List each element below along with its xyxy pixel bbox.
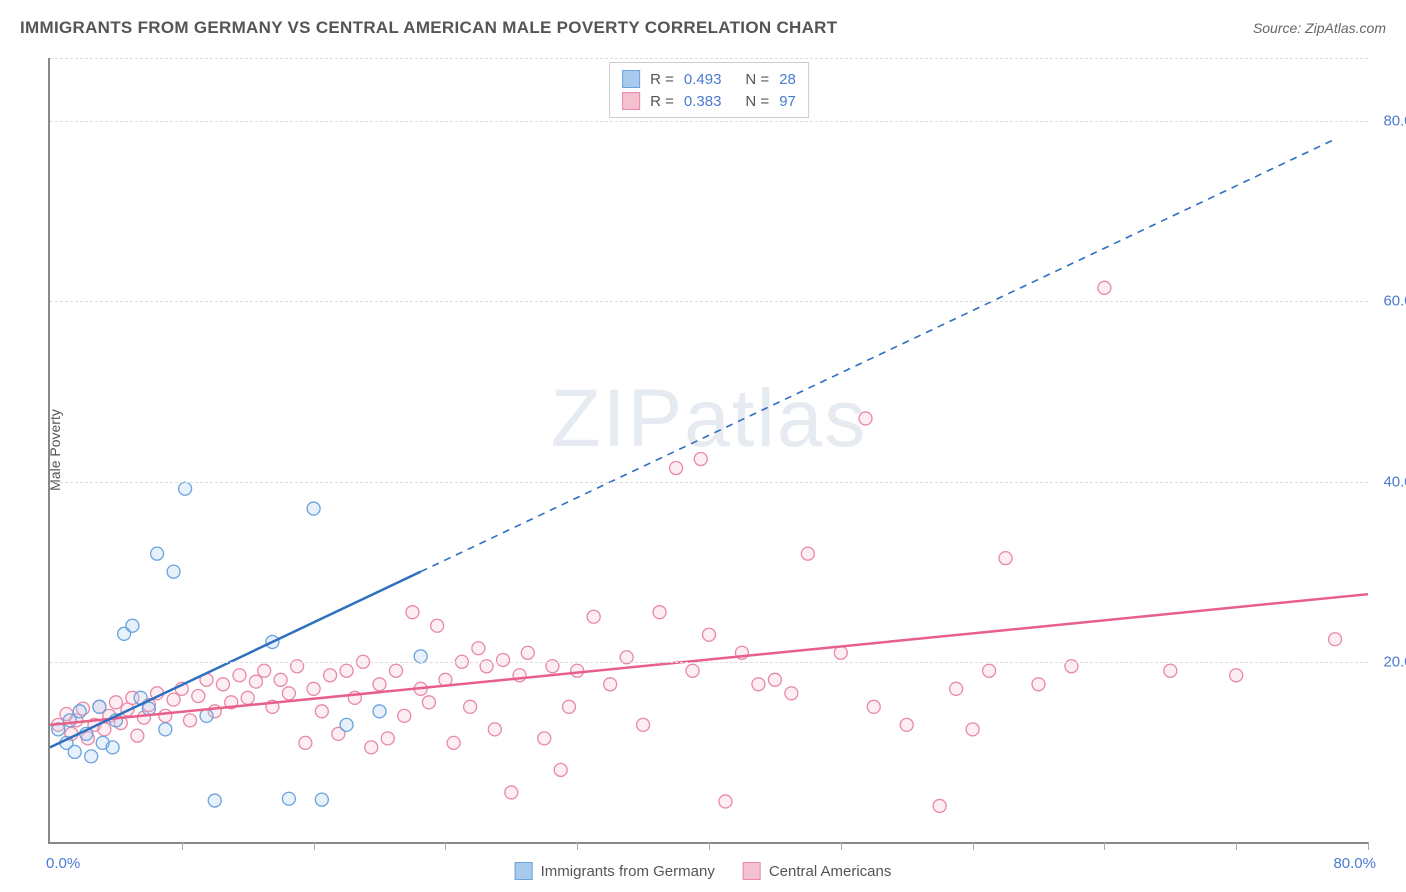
legend-item: Central Americans: [743, 862, 892, 880]
legend-label: Central Americans: [769, 863, 892, 880]
legend-series: Immigrants from Germany Central American…: [515, 862, 892, 880]
x-tick: [841, 842, 842, 850]
x-tick: [1104, 842, 1105, 850]
x-tick: [445, 842, 446, 850]
x-max-label: 80.0%: [1333, 855, 1376, 872]
legend-stats-row: R = 0.493 N = 28: [622, 68, 796, 90]
swatch-series-0-b: [515, 862, 533, 880]
x-tick: [577, 842, 578, 850]
legend-stats: R = 0.493 N = 28 R = 0.383 N = 97: [609, 62, 809, 118]
n-value-0: 28: [779, 71, 796, 88]
y-tick-label: 60.0%: [1383, 293, 1406, 310]
gridline: [50, 301, 1368, 302]
gridline: [50, 58, 1368, 59]
legend-stats-row: R = 0.383 N = 97: [622, 90, 796, 112]
r-value-0: 0.493: [684, 71, 722, 88]
plot-svg: [50, 58, 1368, 842]
x-tick: [314, 842, 315, 850]
y-tick-label: 20.0%: [1383, 653, 1406, 670]
plot-area: 20.0%40.0%60.0%80.0%: [50, 58, 1368, 842]
swatch-series-1-b: [743, 862, 761, 880]
gridline: [50, 482, 1368, 483]
chart-title: IMMIGRANTS FROM GERMANY VS CENTRAL AMERI…: [20, 18, 837, 38]
n-value-1: 97: [779, 93, 796, 110]
x-min-label: 0.0%: [46, 855, 80, 872]
x-tick: [709, 842, 710, 850]
chart-container: Male Poverty ZIPatlas 20.0%40.0%60.0%80.…: [48, 58, 1368, 844]
legend-label: Immigrants from Germany: [541, 863, 715, 880]
chart-source: Source: ZipAtlas.com: [1253, 20, 1386, 36]
chart-header: IMMIGRANTS FROM GERMANY VS CENTRAL AMERI…: [20, 18, 1386, 38]
x-tick: [182, 842, 183, 850]
x-tick: [1236, 842, 1237, 850]
x-tick: [973, 842, 974, 850]
gridline: [50, 121, 1368, 122]
gridline: [50, 662, 1368, 663]
y-tick-label: 40.0%: [1383, 473, 1406, 490]
x-tick: [1368, 842, 1369, 850]
swatch-series-1: [622, 92, 640, 110]
y-tick-label: 80.0%: [1383, 113, 1406, 130]
swatch-series-0: [622, 70, 640, 88]
r-value-1: 0.383: [684, 93, 722, 110]
legend-item: Immigrants from Germany: [515, 862, 715, 880]
